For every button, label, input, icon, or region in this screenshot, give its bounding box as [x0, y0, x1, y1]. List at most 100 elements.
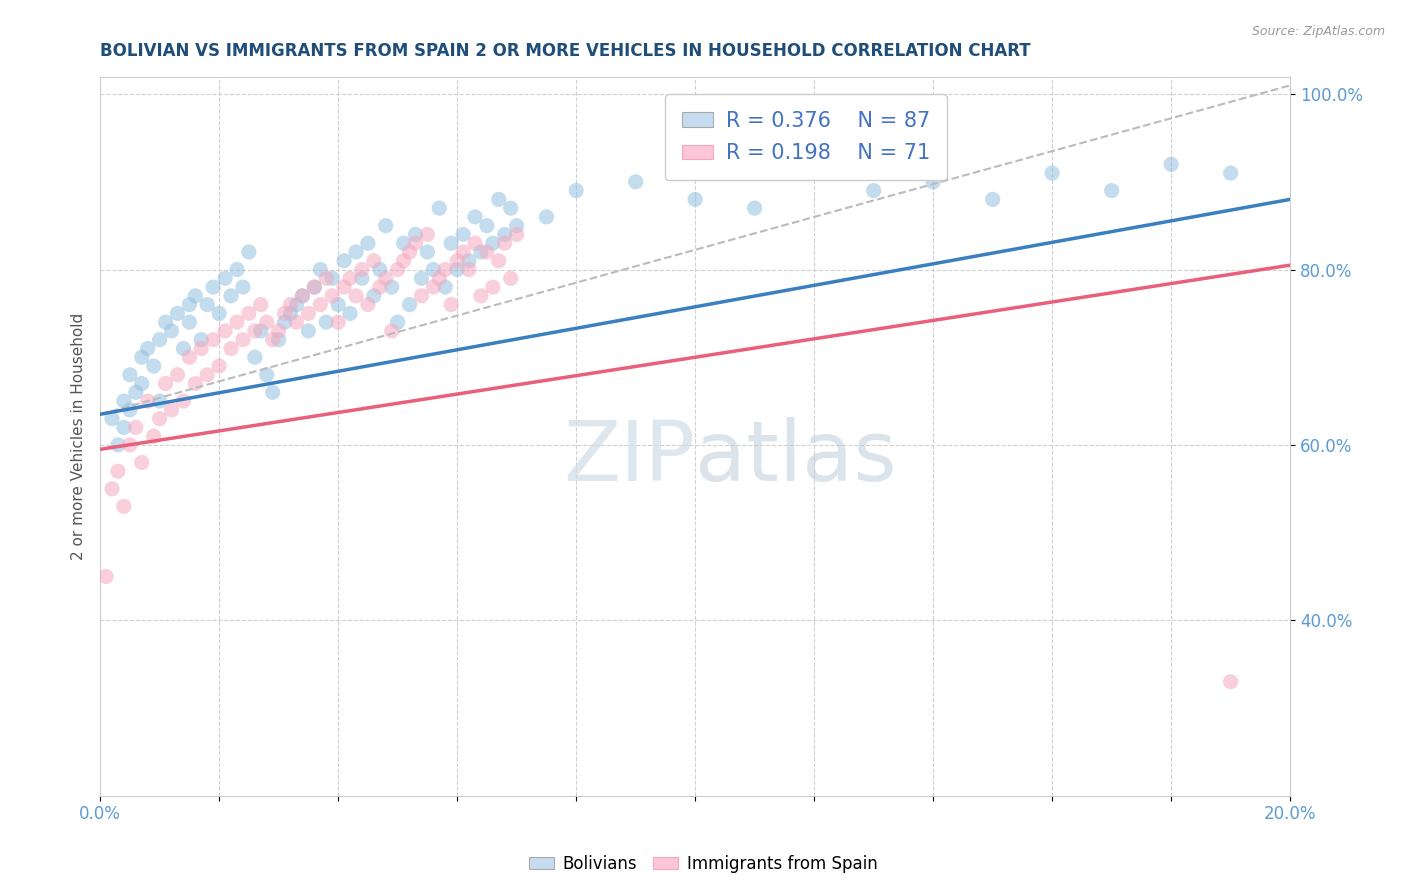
Point: [427, 201, 450, 215]
Point: [94, 569, 117, 583]
Point: [326, 298, 349, 312]
Point: [149, 394, 172, 409]
Point: [184, 376, 207, 391]
Point: [243, 324, 266, 338]
Point: [166, 306, 188, 320]
Point: [427, 271, 450, 285]
Point: [101, 482, 124, 496]
Point: [160, 402, 183, 417]
Point: [458, 253, 481, 268]
Point: [309, 298, 332, 312]
Point: [363, 253, 385, 268]
Legend: R = 0.376    N = 87, R = 0.198    N = 71: R = 0.376 N = 87, R = 0.198 N = 71: [665, 95, 946, 180]
Point: [422, 280, 444, 294]
Point: [125, 420, 148, 434]
Point: [1219, 674, 1241, 689]
Point: [112, 420, 135, 434]
Point: [149, 333, 172, 347]
Point: [440, 298, 463, 312]
Point: [195, 298, 218, 312]
Point: [344, 289, 367, 303]
Point: [744, 201, 766, 215]
Point: [368, 280, 391, 294]
Point: [357, 298, 380, 312]
Point: [475, 245, 498, 260]
Point: [219, 342, 242, 356]
Point: [238, 245, 260, 260]
Point: [326, 315, 349, 329]
Point: [1160, 157, 1182, 171]
Point: [155, 315, 177, 329]
Point: [291, 289, 314, 303]
Point: [155, 376, 177, 391]
Point: [166, 368, 188, 382]
Text: BOLIVIAN VS IMMIGRANTS FROM SPAIN 2 OR MORE VEHICLES IN HOUSEHOLD CORRELATION CH: BOLIVIAN VS IMMIGRANTS FROM SPAIN 2 OR M…: [100, 42, 1031, 60]
Point: [536, 210, 558, 224]
Point: [190, 333, 212, 347]
Point: [195, 368, 218, 382]
Point: [131, 350, 153, 364]
Point: [267, 324, 290, 338]
Point: [184, 289, 207, 303]
Point: [262, 333, 284, 347]
Point: [458, 262, 481, 277]
Point: [565, 184, 588, 198]
Point: [112, 394, 135, 409]
Y-axis label: 2 or more Vehicles in Household: 2 or more Vehicles in Household: [72, 312, 86, 560]
Point: [499, 271, 522, 285]
Point: [350, 262, 373, 277]
Point: [363, 289, 385, 303]
Point: [803, 166, 825, 180]
Point: [315, 315, 337, 329]
Point: [405, 236, 427, 251]
Point: [374, 271, 396, 285]
Point: [202, 280, 225, 294]
Point: [398, 245, 420, 260]
Point: [208, 359, 231, 373]
Point: [142, 429, 165, 443]
Point: [499, 201, 522, 215]
Point: [226, 315, 249, 329]
Point: [488, 253, 510, 268]
Point: [392, 236, 415, 251]
Point: [434, 262, 457, 277]
Point: [256, 368, 278, 382]
Point: [280, 306, 302, 320]
Point: [232, 280, 254, 294]
Point: [357, 236, 380, 251]
Point: [339, 306, 361, 320]
Point: [451, 245, 474, 260]
Point: [172, 342, 194, 356]
Point: [416, 245, 439, 260]
Text: ZIP: ZIP: [564, 417, 695, 499]
Point: [387, 262, 409, 277]
Point: [280, 298, 302, 312]
Point: [304, 280, 326, 294]
Point: [464, 210, 486, 224]
Point: [107, 464, 129, 478]
Point: [118, 438, 141, 452]
Point: [350, 271, 373, 285]
Point: [494, 227, 516, 242]
Point: [297, 306, 319, 320]
Point: [333, 280, 356, 294]
Point: [273, 306, 295, 320]
Point: [262, 385, 284, 400]
Point: [422, 262, 444, 277]
Point: [273, 315, 295, 329]
Point: [243, 350, 266, 364]
Point: [624, 175, 647, 189]
Point: [202, 333, 225, 347]
Point: [131, 376, 153, 391]
Point: [160, 324, 183, 338]
Point: [214, 271, 236, 285]
Point: [374, 219, 396, 233]
Point: [434, 280, 457, 294]
Point: [470, 245, 492, 260]
Point: [107, 438, 129, 452]
Point: [112, 500, 135, 514]
Point: [249, 324, 271, 338]
Point: [339, 271, 361, 285]
Point: [285, 315, 308, 329]
Point: [464, 236, 486, 251]
